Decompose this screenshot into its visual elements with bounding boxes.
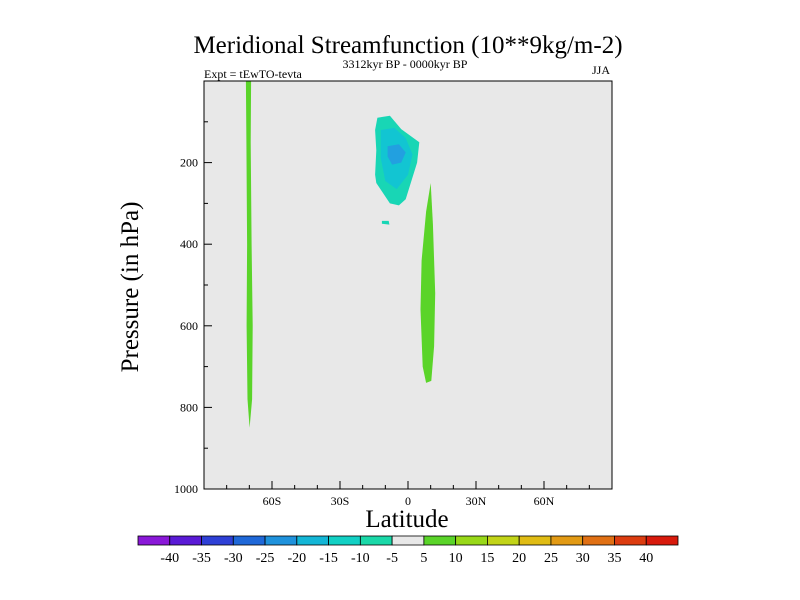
colorbar-swatch <box>296 535 329 546</box>
colorbar: -40 -35 -30 -25 -20 -15 -10 -5 5 10 15 20 25 30 35 40 <box>137 535 679 566</box>
colorbar-swatch <box>582 535 615 546</box>
colorbar-label: -40 <box>160 551 179 566</box>
y-tick-label: 1000 <box>174 482 198 496</box>
colorbar-swatch <box>645 535 679 546</box>
colorbar-label: -20 <box>287 551 306 566</box>
colorbar-label: -5 <box>386 551 398 566</box>
colorbar-label: -30 <box>224 551 243 566</box>
x-tick-label: 30S <box>331 494 350 508</box>
chart-title: Meridional Streamfunction (10**9kg/m-2) <box>193 32 622 59</box>
colorbar-swatch <box>423 535 457 546</box>
colorbar-swatch <box>391 535 425 546</box>
y-tick-label: 400 <box>180 237 198 251</box>
colorbar-label: -25 <box>256 551 275 566</box>
contour-regions <box>245 81 436 428</box>
period-label: 3312kyr BP - 0000kyr BP <box>343 57 468 71</box>
x-tick-label: 0 <box>405 494 411 508</box>
y-tick-label: 800 <box>180 400 198 414</box>
region-negative-cell-small <box>381 220 390 225</box>
colorbar-label: -10 <box>351 551 370 566</box>
colorbar-swatch <box>169 535 202 546</box>
y-tick-label: 200 <box>180 156 198 170</box>
y-axis-label: Pressure (in hPa) <box>117 202 144 373</box>
colorbar-swatch <box>487 535 520 546</box>
region-negative-cell-core <box>387 144 406 165</box>
colorbar-label: 25 <box>544 551 558 566</box>
colorbar-label: -15 <box>319 551 338 566</box>
y-axis-ticks: 200 400 600 800 1000 <box>174 121 212 496</box>
colorbar-label: 15 <box>480 551 494 566</box>
colorbar-label: 5 <box>420 551 427 566</box>
x-tick-label: 60S <box>263 494 282 508</box>
colorbar-label: 30 <box>576 551 590 566</box>
colorbar-swatch <box>264 535 298 546</box>
x-axis-label: Latitude <box>365 506 448 533</box>
colorbar-swatch <box>614 535 647 546</box>
colorbar-label: 35 <box>607 551 621 566</box>
colorbar-label: 20 <box>512 551 526 566</box>
colorbar-swatch <box>232 535 266 546</box>
x-tick-label: 60N <box>534 494 555 508</box>
colorbar-swatch <box>137 535 171 546</box>
x-axis-ticks: 60S 30S 0 30N 60N <box>226 481 590 508</box>
colorbar-swatch <box>550 535 584 546</box>
colorbar-label: -35 <box>192 551 211 566</box>
region-positive-cell-equator <box>420 183 436 383</box>
colorbar-swatch <box>518 535 552 546</box>
experiment-label: Expt = tEwTO-tevta <box>204 67 303 81</box>
region-positive-cell-68s <box>245 81 253 428</box>
season-label: JJA <box>592 63 610 77</box>
colorbar-swatch <box>455 535 488 546</box>
colorbar-swatch <box>328 535 361 546</box>
colorbar-swatch <box>201 535 234 546</box>
colorbar-swatch <box>359 535 393 546</box>
colorbar-label: 10 <box>449 551 463 566</box>
y-tick-label: 600 <box>180 319 198 333</box>
colorbar-label: 40 <box>639 551 653 566</box>
x-tick-label: 30N <box>466 494 487 508</box>
